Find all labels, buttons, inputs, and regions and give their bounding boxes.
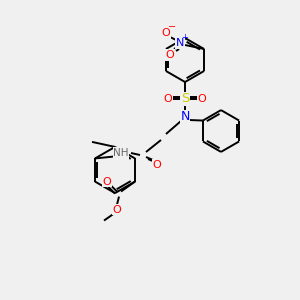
Text: +: + — [182, 32, 188, 41]
Text: O: O — [103, 176, 111, 187]
Text: −: − — [168, 22, 176, 32]
Text: N: N — [176, 38, 184, 48]
Text: O: O — [198, 94, 206, 104]
Text: NH: NH — [113, 148, 129, 158]
Text: S: S — [181, 92, 189, 106]
Text: O: O — [164, 94, 172, 104]
Text: O: O — [153, 160, 161, 170]
Text: N: N — [180, 110, 190, 124]
Text: O: O — [112, 205, 122, 214]
Text: O: O — [162, 28, 170, 38]
Text: O: O — [166, 50, 174, 60]
